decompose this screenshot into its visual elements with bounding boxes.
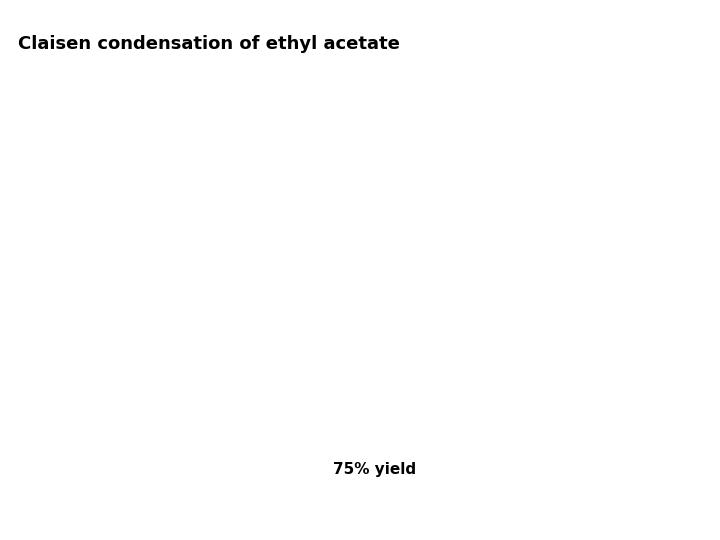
Text: 75% yield: 75% yield xyxy=(333,462,416,477)
Text: Claisen condensation of ethyl acetate: Claisen condensation of ethyl acetate xyxy=(18,35,400,53)
